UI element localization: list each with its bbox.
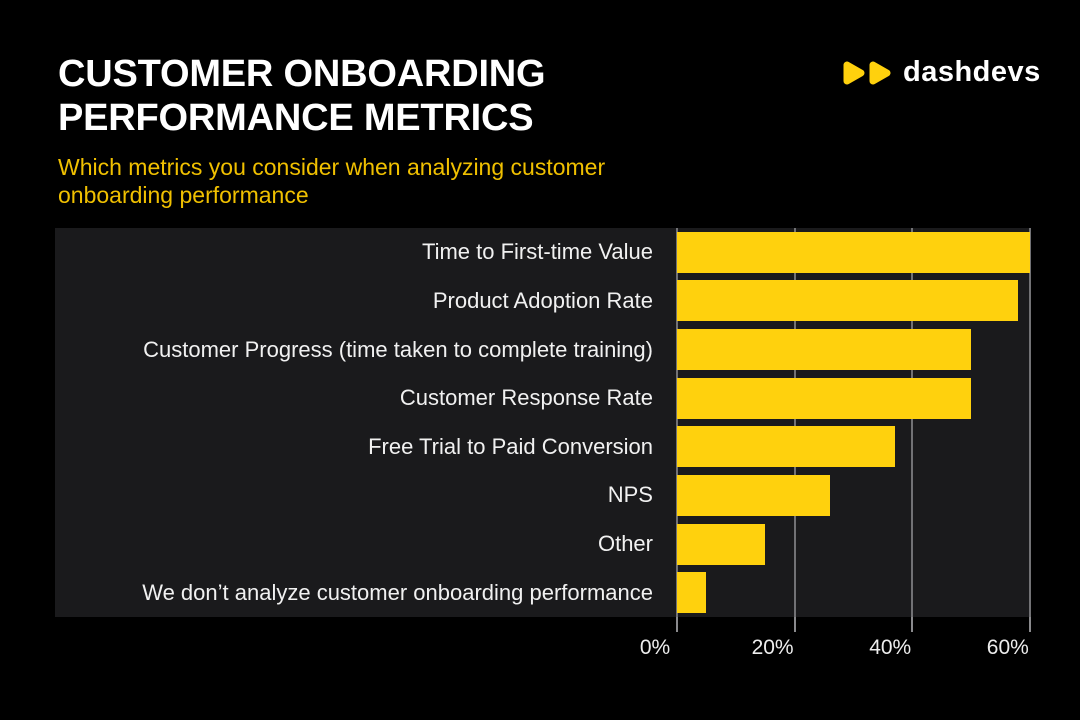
bar — [677, 426, 895, 468]
category-label: Product Adoption Rate — [432, 287, 653, 313]
category-label: Customer Response Rate — [399, 385, 653, 411]
dashdevs-logo: dashdevs — [841, 56, 1041, 89]
page-subtitle-line-2: onboarding performance — [58, 182, 309, 208]
bar-track — [677, 423, 1031, 472]
bar-track — [677, 325, 1031, 374]
x-axis-tick-label: 40% — [869, 636, 912, 659]
category-label: Other — [597, 531, 653, 557]
gridline-40pct — [911, 228, 914, 617]
bar-row: Other — [55, 520, 1031, 569]
page-title-line-1: Customer Onboarding — [58, 53, 546, 95]
category-label: NPS — [607, 482, 653, 508]
bar — [677, 231, 1030, 273]
page-title: Customer Onboarding Performance Metrics — [58, 52, 678, 140]
bar-row: We don’t analyze customer onboarding per… — [55, 568, 1031, 617]
gridline-60pct — [1028, 228, 1031, 617]
bar-track — [677, 568, 1031, 617]
bar-row: Customer Response Rate — [55, 374, 1031, 423]
bar-row: Customer Progress (time taken to complet… — [55, 325, 1031, 374]
bar — [677, 572, 707, 614]
double-play-triangles-icon — [843, 61, 891, 84]
bar — [677, 377, 972, 419]
bar-chart: Time to First-time Value Product Adoption… — [55, 228, 1031, 669]
bar — [677, 280, 1019, 322]
page-title-line-2: Performance Metrics — [58, 97, 534, 139]
chart-plot-panel: Time to First-time Value Product Adoption… — [55, 228, 1031, 617]
bar-track — [677, 374, 1031, 423]
bar-row: Time to First-time Value — [55, 228, 1031, 277]
x-axis-tick — [1028, 617, 1031, 632]
page-subtitle-line-1: Which metrics you consider when analyzin… — [58, 154, 606, 180]
x-axis-tick — [676, 617, 678, 632]
x-axis-tick — [793, 617, 796, 632]
logo-text: dashdevs — [903, 56, 1041, 88]
bar-rows: Time to First-time Value Product Adoption… — [55, 228, 1031, 617]
x-axis-tick-label: 20% — [751, 636, 794, 659]
bar-row: Product Adoption Rate — [55, 277, 1031, 326]
bar-row: Free Trial to Paid Conversion — [55, 423, 1031, 472]
category-label: We don’t analyze customer onboarding per… — [142, 579, 653, 605]
bar-row: NPS — [55, 471, 1031, 520]
category-label: Time to First-time Value — [421, 239, 653, 265]
bar-track — [677, 471, 1031, 520]
x-axis-tick-label: 0% — [639, 636, 671, 659]
bar — [677, 329, 972, 371]
category-label: Free Trial to Paid Conversion — [368, 433, 653, 459]
page-subtitle: Which metrics you consider when analyzin… — [58, 153, 698, 209]
bar-track — [677, 277, 1031, 326]
bar — [677, 523, 766, 565]
x-axis-tick-label: 60% — [986, 636, 1029, 659]
x-axis: 0% 20% 40% 60% — [55, 617, 1031, 669]
gridline-20pct — [793, 228, 796, 617]
category-label: Customer Progress (time taken to complet… — [143, 336, 653, 362]
x-axis-tick — [911, 617, 914, 632]
bar-track — [677, 520, 1031, 569]
bar-track — [677, 228, 1031, 277]
gridline-0pct — [676, 228, 678, 617]
bar — [677, 474, 830, 516]
